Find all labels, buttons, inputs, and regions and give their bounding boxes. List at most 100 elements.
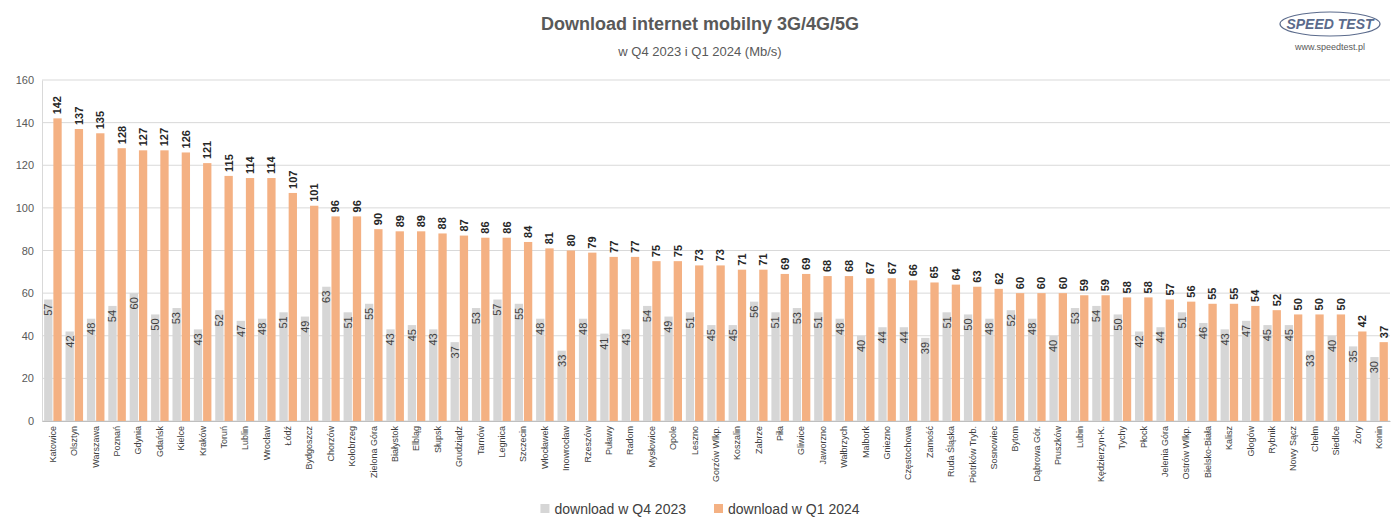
data-label: 54 xyxy=(1090,310,1102,322)
data-label: 51 xyxy=(1176,316,1188,328)
data-label: 54 xyxy=(106,310,118,322)
bar xyxy=(643,306,651,421)
x-tick-label: Gorzów Wlkp. xyxy=(711,426,721,482)
x-tick: Zamość xyxy=(925,421,935,458)
x-tick: Inowrocław xyxy=(561,421,571,471)
data-label: 67 xyxy=(886,262,898,274)
logo-text: SPEED TEST xyxy=(1286,16,1375,32)
grid-line xyxy=(42,122,1390,123)
data-label: 77 xyxy=(629,241,641,253)
x-tick-label: Konin xyxy=(1374,426,1384,449)
data-label: 137 xyxy=(73,107,85,125)
y-tick: 0 xyxy=(28,415,42,427)
bar xyxy=(1273,310,1281,421)
y-tick-label: 120 xyxy=(16,159,34,171)
bar xyxy=(96,133,104,421)
data-label: 142 xyxy=(51,96,63,114)
x-tick-label: Kędzierzyn-K. xyxy=(1096,426,1106,482)
y-tick-label: 140 xyxy=(16,117,34,129)
data-label: 57 xyxy=(42,304,54,316)
data-label: 65 xyxy=(928,266,940,278)
bar xyxy=(1092,306,1100,421)
x-tick: Gorzów Wlkp. xyxy=(711,421,721,482)
data-label: 43 xyxy=(1219,333,1231,345)
y-tick-label: 40 xyxy=(22,330,34,342)
data-label: 60 xyxy=(128,297,140,309)
data-label: 45 xyxy=(727,329,739,341)
data-label: 89 xyxy=(394,215,406,227)
data-label: 48 xyxy=(534,323,546,335)
data-label: 54 xyxy=(1249,289,1261,302)
data-label: 33 xyxy=(556,355,568,367)
source-url: www.speedtest.pl xyxy=(1294,42,1365,52)
bar-series xyxy=(44,287,1378,421)
data-label: 67 xyxy=(864,262,876,274)
x-tick-label: Kraków xyxy=(198,426,208,457)
x-tick: Tychy xyxy=(1117,421,1127,450)
data-label: 107 xyxy=(287,171,299,189)
bar xyxy=(481,238,489,421)
x-tick-label: Wałbrzych xyxy=(839,426,849,468)
data-label: 77 xyxy=(608,241,620,253)
x-tick-label: Głogów xyxy=(1246,425,1256,456)
bar xyxy=(160,150,168,421)
bar xyxy=(610,257,618,421)
x-tick: Kraków xyxy=(198,421,208,456)
y-tick-label: 160 xyxy=(16,74,34,86)
x-tick: Koszalin xyxy=(732,421,742,460)
y-tick-label: 0 xyxy=(28,415,34,427)
x-tick-label: Żory xyxy=(1353,426,1363,445)
data-label: 60 xyxy=(1035,277,1047,289)
data-label: 63 xyxy=(320,291,332,303)
legend-item: download w Q1 2024 xyxy=(714,501,860,517)
x-tick-label: Piła xyxy=(775,426,785,441)
x-tick-label: Mysłowice xyxy=(647,426,657,468)
x-tick-label: Poznań xyxy=(112,426,122,457)
x-tick-label: Bytom xyxy=(1010,426,1020,452)
data-label: 42 xyxy=(1356,315,1368,327)
data-label: 53 xyxy=(791,312,803,324)
x-tick-label: Płock xyxy=(1139,426,1149,449)
bar xyxy=(44,300,52,421)
data-label: 63 xyxy=(971,270,983,282)
data-label: 56 xyxy=(748,306,760,318)
x-tick: Katowice xyxy=(48,421,58,463)
x-tick-label: Chełm xyxy=(1310,426,1320,452)
data-label: 68 xyxy=(843,260,855,272)
bar xyxy=(909,280,917,421)
data-label: 57 xyxy=(1164,283,1176,295)
x-tick: Rzeszów xyxy=(583,421,593,463)
x-tick: Głogów xyxy=(1246,421,1256,457)
data-label: 50 xyxy=(149,318,161,330)
x-tick: Grudziądz xyxy=(454,421,464,467)
data-label: 55 xyxy=(1206,288,1218,300)
x-tick: Bydgoszcz xyxy=(304,421,314,470)
y-axis-line xyxy=(42,81,43,422)
data-label: 30 xyxy=(1368,361,1380,373)
bar xyxy=(118,148,126,421)
x-tick: Warszawa xyxy=(91,421,101,468)
bar xyxy=(588,253,596,421)
x-tick: Gdynia xyxy=(133,421,143,455)
x-tick: Jelenia Góra xyxy=(1160,421,1170,477)
x-tick: Gniezno xyxy=(882,421,892,460)
data-label: 42 xyxy=(1133,335,1145,347)
x-tick: Mysłowice xyxy=(647,421,657,468)
data-label: 60 xyxy=(1014,277,1026,289)
data-label: 39 xyxy=(919,342,931,354)
grid xyxy=(42,80,1390,421)
y-tick: 120 xyxy=(16,159,42,171)
data-label: 45 xyxy=(705,329,717,341)
x-tick: Kędzierzyn-K. xyxy=(1096,421,1106,482)
x-tick-label: Pruszków xyxy=(1053,426,1063,466)
x-tick: Szczecin xyxy=(518,421,528,462)
data-label: 58 xyxy=(1121,281,1133,293)
bar xyxy=(1294,314,1302,421)
x-tick-label: Olsztyn xyxy=(69,426,79,456)
bar xyxy=(246,178,254,421)
bar xyxy=(930,282,938,421)
data-label: 40 xyxy=(1326,340,1338,352)
bar xyxy=(1016,293,1024,421)
x-tick-label: Malbork xyxy=(861,426,871,459)
x-tick-label: Jaworzno xyxy=(818,426,828,465)
